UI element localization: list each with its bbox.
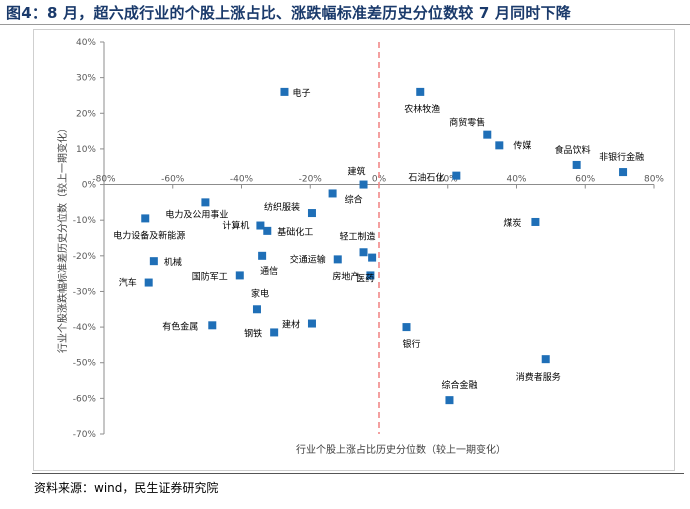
data-point-label: 机械 (164, 256, 182, 268)
y-tick-label: -60% (73, 394, 97, 404)
data-point-label: 消费者服务 (516, 371, 561, 383)
data-point (359, 248, 368, 257)
data-point (495, 141, 504, 150)
data-point-label: 汽车 (119, 277, 137, 289)
data-point-label: 医药 (356, 274, 374, 285)
data-point-label: 煤炭 (503, 217, 521, 229)
data-point (541, 355, 550, 364)
data-point (235, 271, 244, 280)
x-tick-label: -40% (230, 175, 254, 185)
data-point-label: 钢铁 (244, 327, 262, 339)
data-point-label: 有色金属 (162, 320, 198, 332)
data-point (307, 319, 316, 328)
data-point (368, 253, 377, 262)
data-point-label: 银行 (403, 338, 421, 350)
y-tick-label: -40% (73, 323, 97, 333)
y-tick-label: 10% (76, 145, 96, 155)
data-point-label: 国防军工 (192, 270, 228, 282)
data-point (445, 396, 454, 405)
data-point (263, 226, 272, 235)
y-tick-label: 40% (76, 38, 96, 48)
x-axis-title: 行业个股上涨占比历史分位数（较上一期变化） (296, 443, 506, 456)
data-point-label: 电子 (292, 87, 310, 99)
y-tick-label: -70% (73, 430, 97, 440)
data-point (366, 271, 375, 280)
data-point-label: 农林牧渔 (404, 103, 440, 115)
data-point-label: 建筑 (348, 166, 366, 178)
figure-title: 图4：8 月，超六成行业的个股上涨占比、涨跌幅标准差历史分位数较 7 月同时下降 (6, 4, 571, 22)
data-point-label: 综合金融 (441, 379, 477, 391)
data-point (258, 251, 267, 260)
points-layer (141, 87, 628, 405)
data-point (270, 328, 279, 337)
data-point-label: 电力设备及新能源 (113, 229, 185, 241)
data-point-label: 食品饮料 (555, 144, 591, 156)
data-point (328, 189, 337, 198)
axes-layer: 40% 30% 20% 10% 0% -10% -20% -30% -40% -50% -60% -7… (73, 38, 665, 440)
y-tick-label: -30% (73, 287, 97, 297)
y-tick-label: 20% (76, 109, 96, 119)
x-tick-label: 40% (506, 175, 526, 185)
data-point-label: 商贸零售 (449, 117, 485, 129)
y-axis-title: 行业个股涨跌幅标准差历史分位数（较上一期变化） (56, 123, 69, 353)
footer-divider (32, 473, 684, 474)
x-tick-label: -20% (299, 175, 323, 185)
x-tick-label: 0% (372, 175, 387, 185)
data-point (483, 130, 492, 139)
data-point (256, 221, 265, 230)
y-tick-label: 0% (82, 181, 97, 191)
data-point (144, 278, 153, 287)
title-divider (0, 24, 690, 25)
data-point (416, 87, 425, 96)
data-point-label: 非银行金融 (599, 151, 644, 163)
data-point-label: 纺织服装 (264, 201, 300, 213)
data-point-label: 交通运输 (290, 253, 326, 265)
data-point (572, 160, 581, 169)
data-point-label: 传媒 (513, 139, 531, 151)
y-tick-label: -50% (73, 359, 97, 369)
data-point (531, 217, 540, 226)
data-point-label: 基础化工 (277, 226, 313, 238)
data-point (280, 87, 289, 96)
data-point (252, 305, 261, 314)
data-point-label: 电力及公用事业 (165, 208, 228, 220)
y-tick-label: -20% (73, 252, 97, 262)
data-point (359, 180, 368, 189)
x-tick-label: -60% (161, 175, 185, 185)
data-point-label: 家电 (251, 287, 269, 299)
data-point-label: 计算机 (222, 220, 249, 232)
x-tick-label: 20% (438, 175, 458, 185)
data-point-label: 房地产 (332, 270, 359, 282)
data-point-label: 石油石化 (408, 172, 444, 184)
data-point (201, 198, 210, 207)
data-point (307, 209, 316, 218)
data-point (208, 321, 217, 330)
x-tick-label: -80% (92, 175, 116, 185)
source-note: 资料来源：wind，民生证券研究院 (34, 481, 219, 495)
x-tick-label: 80% (644, 175, 664, 185)
data-point-label: 综合 (345, 193, 363, 205)
y-tick-label: 30% (76, 74, 96, 84)
data-point-label: 轻工制造 (340, 230, 376, 242)
data-point (619, 168, 628, 177)
data-point (333, 255, 342, 264)
data-point-label: 建材 (282, 319, 300, 331)
data-point-label: 通信 (260, 265, 278, 277)
y-tick-label: -10% (73, 216, 97, 226)
data-point (452, 171, 461, 180)
data-point (141, 214, 150, 223)
chart-frame (33, 29, 675, 471)
data-point (402, 323, 411, 332)
data-point (149, 257, 158, 266)
x-tick-label: 60% (575, 175, 595, 185)
